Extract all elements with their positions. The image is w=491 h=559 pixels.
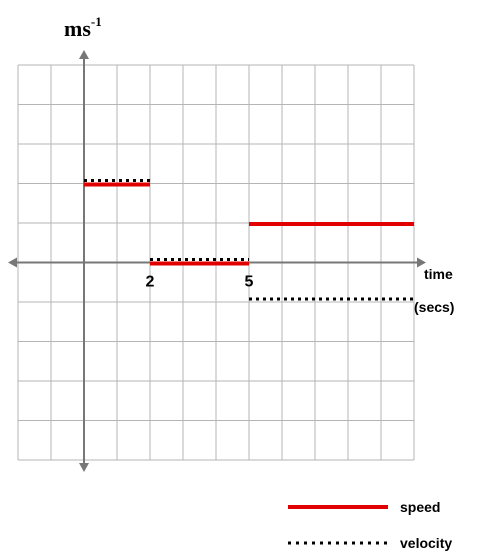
series-lines	[84, 179, 414, 301]
y-axis-arrow-bottom	[79, 463, 89, 472]
x-axis-label-secs: (secs)	[414, 299, 454, 315]
x-axis-arrow-left	[8, 257, 17, 268]
legend: speed velocity	[288, 499, 452, 551]
legend-label-velocity: velocity	[400, 535, 452, 551]
axes	[8, 50, 426, 472]
x-axis-arrow-right	[417, 257, 426, 268]
x-axis-label-time: time	[424, 266, 453, 282]
y-axis-label: ms-1	[64, 14, 102, 41]
y-axis-arrow-top	[79, 50, 89, 59]
legend-label-speed: speed	[400, 499, 440, 515]
x-tick-label-2: 2	[146, 274, 155, 291]
x-tick-label-5: 5	[245, 274, 254, 291]
